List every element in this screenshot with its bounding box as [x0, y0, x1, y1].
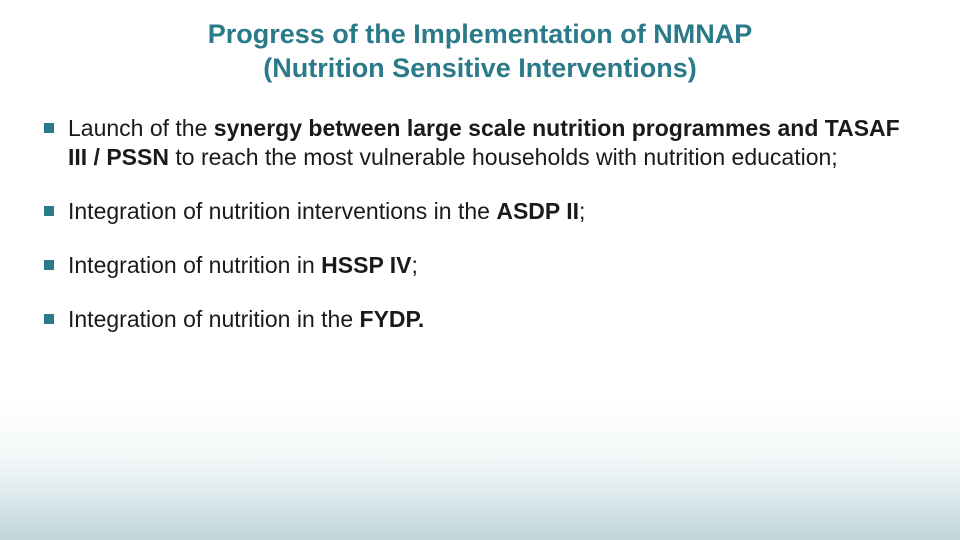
slide-container: Progress of the Implementation of NMNAP … [0, 0, 960, 540]
bullet-text-pre: Launch of the [68, 115, 214, 141]
list-item: Integration of nutrition in the FYDP. [40, 305, 920, 335]
bullet-text-pre: Integration of nutrition interventions i… [68, 198, 496, 224]
list-item: Integration of nutrition in HSSP IV; [40, 251, 920, 281]
slide-title: Progress of the Implementation of NMNAP … [40, 18, 920, 86]
bullet-list: Launch of the synergy between large scal… [40, 114, 920, 335]
bullet-text-pre: Integration of nutrition in [68, 252, 321, 278]
list-item: Integration of nutrition interventions i… [40, 197, 920, 227]
title-line-2: (Nutrition Sensitive Interventions) [263, 53, 697, 83]
title-line-1: Progress of the Implementation of NMNAP [208, 19, 753, 49]
bullet-text-bold: HSSP IV [321, 252, 411, 278]
bullet-text-bold: ASDP II [496, 198, 579, 224]
list-item: Launch of the synergy between large scal… [40, 114, 920, 174]
bullet-text-post: ; [579, 198, 585, 224]
bullet-text-bold: FYDP. [360, 306, 425, 332]
bullet-text-post: to reach the most vulnerable households … [169, 144, 838, 170]
bullet-text-post: ; [412, 252, 418, 278]
bullet-text-pre: Integration of nutrition in the [68, 306, 360, 332]
